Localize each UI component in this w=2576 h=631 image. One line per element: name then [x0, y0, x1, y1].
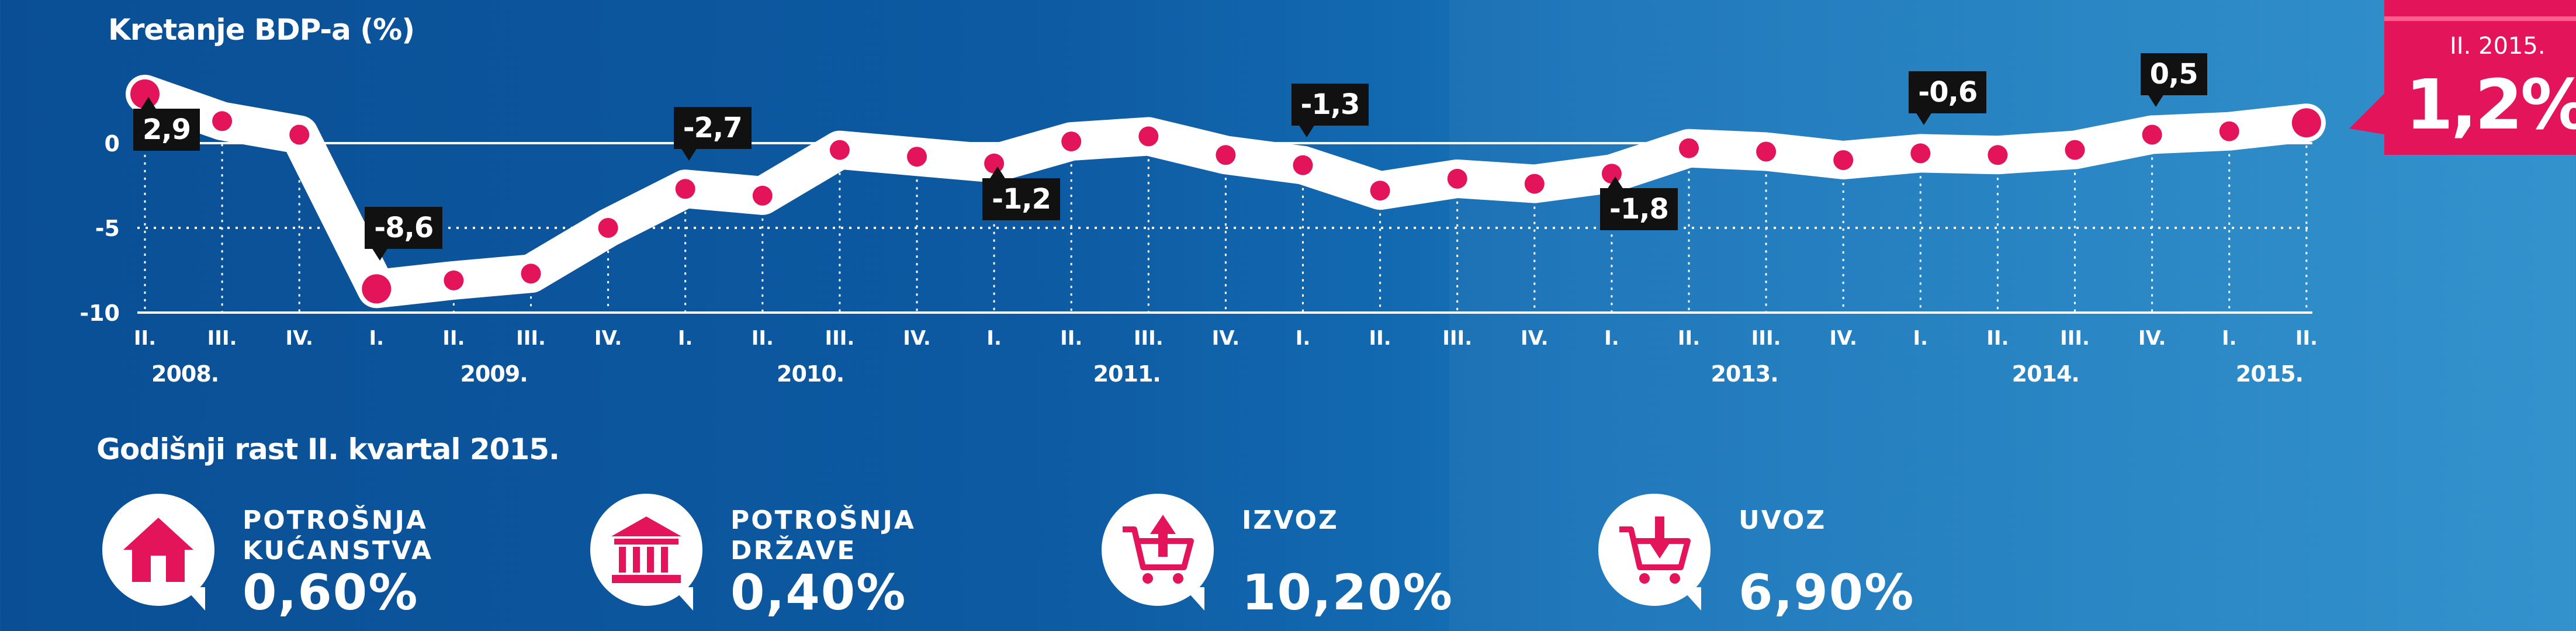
government-building-icon: [590, 494, 702, 611]
quarter-label: II.: [442, 327, 465, 350]
highlight-badge: II. 2015. 1,2%: [2349, 0, 2576, 155]
highlight-value: 1,2%: [2405, 64, 2576, 145]
value-callout: -8,6: [365, 207, 443, 261]
indicator-label: IZVOZ: [1242, 505, 1339, 535]
data-point: [1988, 145, 2008, 165]
quarter-label: IV.: [903, 327, 931, 350]
data-point: [1447, 168, 1467, 189]
year-label: 2014.: [2011, 361, 2080, 387]
indicator-value: 10,20%: [1242, 564, 1453, 621]
data-point: [2291, 108, 2321, 138]
indicator-label: POTROŠNJA KUĆANSTVA: [243, 505, 434, 566]
quarter-label: IV.: [594, 327, 622, 350]
indicator-value: 6,90%: [1739, 564, 1915, 621]
quarter-label: I.: [986, 327, 1002, 350]
value-callout: 0,5: [2140, 53, 2207, 107]
data-point: [2142, 124, 2162, 145]
data-point: [1293, 155, 1313, 175]
gdp-series-line: [126, 74, 2326, 308]
data-point: [212, 111, 233, 131]
y-tick-label: -10: [79, 300, 120, 326]
data-point: [1910, 143, 1931, 164]
quarter-label: III.: [825, 327, 854, 350]
quarter-label: III.: [207, 327, 237, 350]
highlight-label: II. 2015.: [2450, 33, 2546, 60]
quarter-label: I.: [1913, 327, 1928, 350]
data-point: [675, 179, 695, 199]
data-point: [2065, 140, 2085, 160]
data-point: [521, 264, 541, 284]
data-point: [1370, 181, 1390, 201]
quarter-label: I.: [678, 327, 693, 350]
chart-title: Kretanje BDP-a (%): [108, 13, 415, 47]
quarter-label: IV.: [2138, 327, 2166, 350]
data-point: [598, 218, 618, 238]
quarter-label: III.: [1751, 327, 1781, 350]
data-point: [1833, 150, 1854, 170]
value-callout: -0,6: [1909, 71, 1987, 126]
value-callout: -1,2: [982, 166, 1061, 220]
quarter-label: I.: [2222, 327, 2237, 350]
data-point: [829, 140, 850, 160]
data-point: [2219, 121, 2239, 141]
data-point: [1524, 174, 1545, 194]
value-callout: -1,8: [1599, 176, 1678, 231]
data-point: [1138, 126, 1159, 147]
quarter-label: III.: [1134, 327, 1164, 350]
quarter-label: II.: [1986, 327, 2009, 350]
quarter-label: I.: [369, 327, 385, 350]
indicator-value: 0,60%: [243, 564, 419, 621]
data-point: [289, 124, 310, 145]
year-label: 2015.: [2235, 361, 2304, 387]
quarter-label: II.: [1060, 327, 1082, 350]
indicator-label: POTROŠNJA DRŽAVE: [730, 505, 916, 566]
quarter-label: II.: [2295, 327, 2318, 350]
indicator-label: UVOZ: [1739, 505, 1827, 535]
year-label: 2011.: [1093, 361, 1161, 387]
data-point: [1061, 131, 1082, 152]
data-point: [1679, 138, 1699, 158]
quarter-label: IV.: [285, 327, 313, 350]
year-label: 2013.: [1711, 361, 1778, 387]
value-callout: 2,9: [133, 96, 200, 151]
quarter-label: II.: [134, 327, 156, 350]
year-label: 2009.: [460, 361, 528, 387]
gdp-line-chart: 0 -5 -10 II. III. IV. I. II. III. IV. I. II. III. IV.…: [79, 74, 2326, 350]
quarter-label: I.: [1604, 327, 1619, 350]
quarter-label: III.: [516, 327, 546, 350]
indicator-value: 0,40%: [730, 564, 907, 621]
quarter-label: II.: [1369, 327, 1391, 350]
y-tick-label: -5: [95, 216, 120, 241]
y-tick-label: 0: [105, 131, 120, 157]
value-callout: -2,7: [673, 107, 752, 161]
quarter-label: I.: [1296, 327, 1311, 350]
quarter-label: III.: [1442, 327, 1472, 350]
quarter-label: IV.: [1212, 327, 1240, 350]
data-point: [444, 270, 464, 290]
quarter-label: III.: [2060, 327, 2090, 350]
quarter-label: II.: [1678, 327, 1700, 350]
year-label: 2008.: [151, 361, 219, 387]
cart-import-icon: [1598, 494, 1711, 611]
section-title: Godišnji rast II. kvartal 2015.: [96, 432, 560, 466]
house-icon: [102, 494, 214, 611]
data-point: [1756, 141, 1777, 162]
value-callout: -1,3: [1291, 83, 1369, 137]
data-point: [907, 147, 927, 167]
year-label: 2010.: [777, 361, 844, 387]
quarter-label: IV.: [1521, 327, 1549, 350]
data-point: [1216, 145, 1236, 165]
cart-export-icon: [1102, 494, 1214, 611]
quarter-label: II.: [752, 327, 774, 350]
quarter-label: IV.: [1829, 327, 1857, 350]
data-point: [362, 274, 392, 304]
data-point: [752, 185, 773, 206]
